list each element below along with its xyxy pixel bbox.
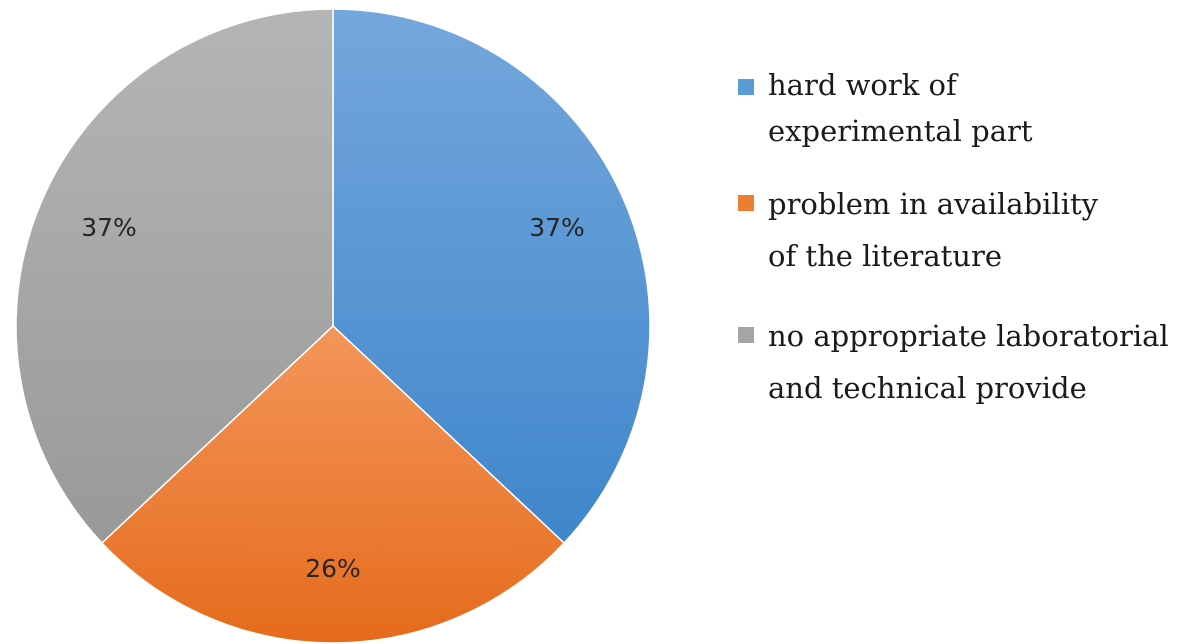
legend-item-0: hard work of experimental part	[736, 62, 1176, 154]
slice-label-1: 26%	[305, 554, 361, 583]
slice-label-0: 37%	[529, 213, 585, 242]
pie-chart: 37% 26% 37%	[15, 8, 651, 644]
slice-label-2: 37%	[81, 213, 137, 242]
pie-slice-1	[100, 324, 566, 644]
legend-label-2-line-2: and technical provide	[768, 371, 1087, 405]
legend-label-0-line-2: experimental part	[768, 114, 1033, 148]
legend-item-2: no appropriate laboratorial and technica…	[736, 310, 1176, 414]
legend-swatch-2	[738, 327, 754, 343]
legend-swatch-0	[738, 79, 754, 95]
legend-label-2-line-1: no appropriate laboratorial	[768, 319, 1169, 353]
legend-label-0-line-1: hard work of	[768, 68, 957, 102]
legend-item-1: problem in availability of the literatur…	[736, 178, 1176, 282]
legend-swatch-1	[738, 195, 754, 211]
pie-slice-0	[332, 8, 651, 545]
legend: hard work of experimental part problem i…	[736, 62, 1176, 438]
legend-label-1-line-1: problem in availability	[768, 187, 1099, 221]
pie-slice-2	[15, 8, 334, 545]
legend-label-1-line-2: of the literature	[768, 239, 1002, 273]
